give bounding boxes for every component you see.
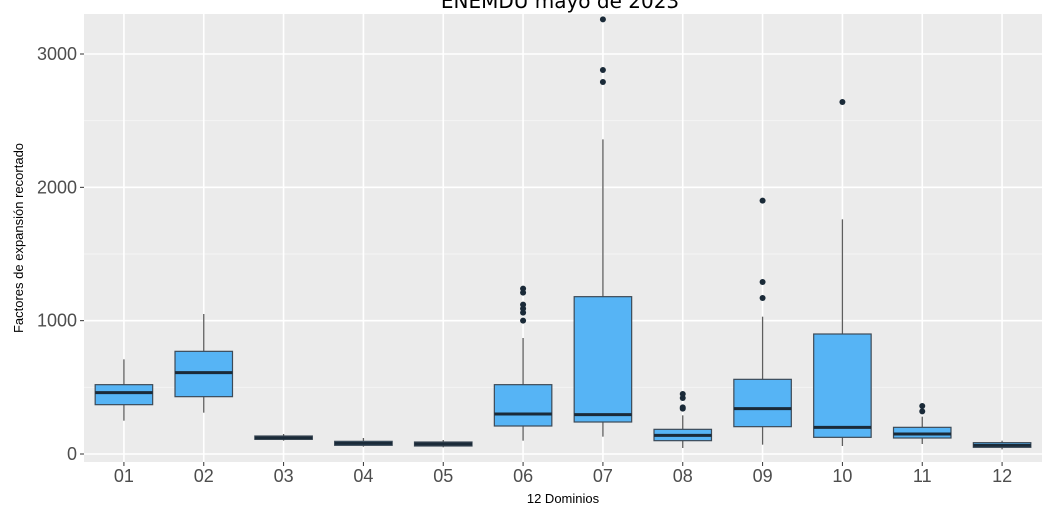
box-01: [94, 359, 154, 421]
outlier-point: [759, 279, 766, 285]
grid-major: [84, 14, 1042, 462]
outlier-point: [599, 67, 606, 73]
box-iqr: [733, 378, 792, 428]
box-05: [413, 440, 473, 448]
x-axis-ticks: 01 02 03 04 05 06 07 08 09 10 11 12: [114, 462, 1012, 486]
y-axis-ticks: 0 1000 2000 3000: [37, 44, 84, 464]
box-group: [94, 16, 1032, 450]
box-12: [972, 440, 1032, 450]
outlier-point: [759, 197, 766, 204]
y-tick-label: 3000: [37, 44, 77, 64]
box-07: [573, 16, 633, 437]
x-tick-label: 02: [194, 466, 214, 486]
x-tick-label: 10: [832, 466, 852, 486]
x-tick-label: 09: [753, 466, 773, 486]
box-09: [733, 197, 792, 445]
x-tick-label: 04: [353, 466, 373, 486]
outlier-point: [919, 403, 926, 409]
box-04: [334, 438, 393, 447]
box-iqr: [94, 384, 154, 406]
outlier-point: [599, 16, 606, 23]
box-iqr: [573, 296, 633, 423]
outlier-point: [679, 391, 686, 397]
outlier-point: [919, 408, 926, 415]
x-tick-label: 08: [673, 466, 693, 486]
x-axis-label: 12 Dominios: [527, 491, 600, 506]
box-06: [493, 285, 553, 441]
box-08: [653, 391, 713, 448]
y-tick-label: 0: [67, 444, 77, 464]
x-tick-label: 05: [433, 466, 453, 486]
box-02: [174, 314, 234, 413]
box-11: [892, 403, 952, 444]
outlier-point: [520, 285, 527, 292]
x-tick-label: 12: [992, 466, 1012, 486]
box-03: [254, 434, 313, 441]
chart-title: ENEMDU mayo de 2023: [441, 0, 679, 13]
outlier-point: [599, 79, 606, 85]
x-tick-label: 01: [114, 466, 134, 486]
box-iqr: [493, 384, 553, 427]
y-axis-label: Factores de expansión recortado: [11, 143, 26, 333]
x-tick-label: 06: [513, 466, 533, 486]
x-tick-label: 11: [913, 466, 932, 486]
outlier-point: [520, 301, 527, 308]
outlier-point: [520, 317, 527, 324]
y-tick-label: 1000: [37, 311, 77, 331]
outlier-point: [839, 99, 846, 105]
box-10: [813, 99, 872, 446]
x-tick-label: 07: [593, 466, 613, 486]
box-iqr: [813, 333, 872, 438]
y-tick-label: 2000: [37, 177, 77, 197]
x-tick-label: 03: [274, 466, 294, 486]
grid-minor: [84, 120, 1042, 388]
outlier-point: [679, 404, 686, 411]
outlier-point: [759, 295, 766, 301]
